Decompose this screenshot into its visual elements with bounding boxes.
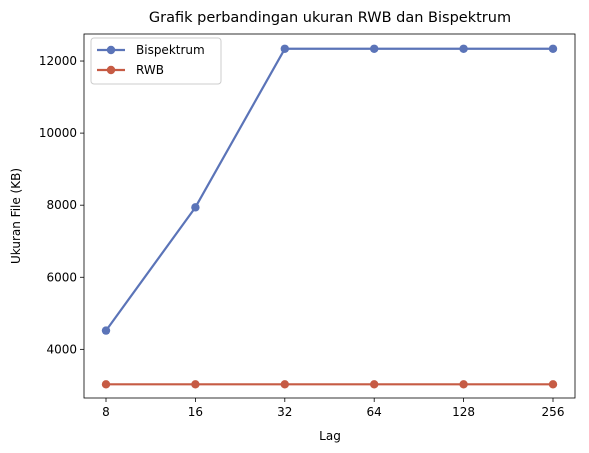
x-axis: 8 16 32 64 128 256 — [102, 398, 564, 419]
legend-label: Bispektrum — [136, 43, 205, 57]
legend: Bispektrum RWB — [90, 37, 222, 85]
data-point-bispektrum — [459, 44, 468, 53]
y-tick-label: 6000 — [46, 270, 77, 284]
legend-marker — [106, 45, 116, 55]
data-point-bispektrum — [191, 203, 200, 212]
series-layer — [101, 44, 558, 389]
x-axis-label: Lag — [319, 429, 341, 443]
data-point-bispektrum — [280, 44, 289, 53]
x-tick-label: 16 — [188, 405, 203, 419]
x-tick-label: 64 — [367, 405, 382, 419]
legend-marker — [106, 65, 116, 75]
data-point-bispektrum — [548, 44, 558, 53]
x-tick-label: 8 — [102, 405, 110, 419]
series-line-bispektrum — [105, 47, 553, 332]
data-point-rwb — [370, 380, 379, 389]
y-tick-label: 4000 — [46, 342, 77, 356]
x-tick-label: 128 — [452, 405, 475, 419]
legend-label: RWB — [136, 63, 164, 77]
x-tick-label: 256 — [542, 405, 565, 419]
data-point-bispektrum — [101, 326, 111, 335]
plot-area — [83, 33, 576, 399]
y-tick-label: 12000 — [39, 54, 77, 68]
data-point-bispektrum — [370, 44, 379, 53]
data-point-rwb — [191, 380, 200, 389]
y-tick-label: 8000 — [46, 198, 77, 212]
chart-title: Grafik perbandingan ukuran RWB dan Bispe… — [149, 10, 511, 26]
y-axis: 4000 6000 8000 10000 12000 — [39, 54, 84, 356]
y-tick-label: 10000 — [39, 126, 77, 140]
data-point-rwb — [459, 380, 468, 389]
data-point-rwb — [280, 380, 289, 389]
data-point-rwb — [548, 380, 558, 389]
x-tick-label: 32 — [277, 405, 292, 419]
data-point-rwb — [101, 380, 111, 389]
y-axis-label: Ukuran File (KB) — [9, 168, 23, 264]
